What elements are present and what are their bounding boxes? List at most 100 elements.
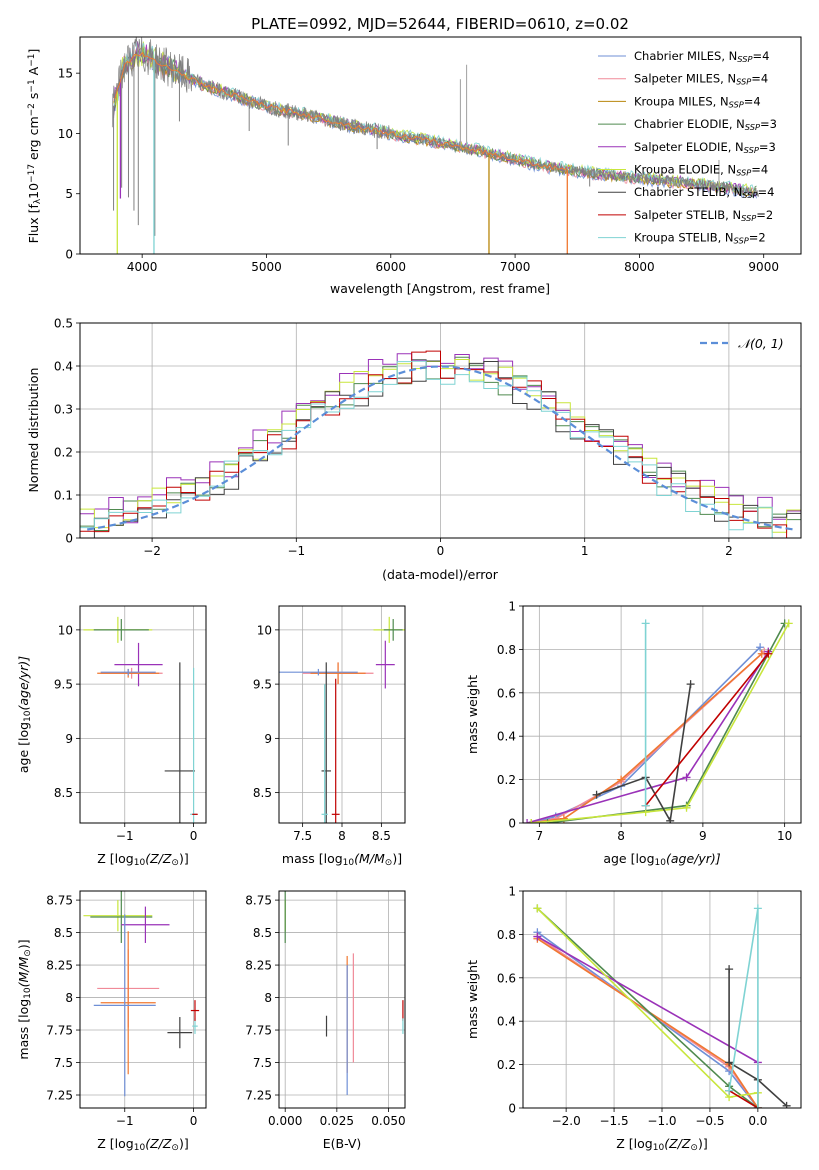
mass_vs_Z-chart-ytick-label: 8.75 bbox=[46, 894, 73, 908]
legend-label-part: =4 bbox=[752, 49, 769, 63]
mass_vs_ebv-chart-xtick-label: 0.050 bbox=[371, 1114, 405, 1128]
weight_vs_Z-x-axis-label-part: Z [log bbox=[616, 1136, 652, 1151]
weight-series-line bbox=[728, 1089, 759, 1108]
mass_vs_ebv-chart: 0.000 0.025 0.050 7.25 7.5 7.75 8 8.25 8.5 8.75 bbox=[245, 890, 406, 1128]
spectrum-x-axis-label: wavelength [Angstrom, rest frame] bbox=[330, 281, 550, 296]
residual-histogram-xtick-label: 1 bbox=[581, 544, 589, 558]
residual-histogram-ytick-label: 0 bbox=[65, 532, 73, 546]
weight_vs_age-y-axis-label: mass weight bbox=[465, 675, 480, 754]
mass_vs_Z-y-axis-label-part: mass [log bbox=[16, 999, 31, 1060]
weight-point-marker bbox=[543, 819, 552, 823]
legend-label-part: Salpeter STELIB, N bbox=[634, 208, 741, 222]
residual-histogram-xtick-label: −2 bbox=[143, 544, 161, 558]
legend-label: Kroupa STELIB, NSSP=2 bbox=[634, 231, 766, 246]
legend-label-part: SSP bbox=[734, 236, 749, 246]
legend-label-part: SSP bbox=[736, 168, 751, 178]
mass_vs_ebv-chart-ytick-label: 8 bbox=[264, 991, 272, 1005]
weight_vs_Z-x-axis-label-part: (Z/Z bbox=[664, 1136, 691, 1151]
spectrum-chart-xtick-label: 7000 bbox=[500, 260, 531, 274]
age_vs_mass-x-axis-label-part: 10 bbox=[343, 858, 355, 868]
mass_vs_ebv-chart-ytick-label: 7.25 bbox=[245, 1089, 272, 1103]
spectrum-chart-frame bbox=[79, 36, 802, 255]
mass_vs_Z-x-axis-label-part: Z [log bbox=[97, 1136, 133, 1151]
mass_vs_Z-chart-plot-area bbox=[83, 891, 200, 1097]
mass_vs_ebv-x-axis-label: E(B-V) bbox=[323, 1136, 362, 1151]
mass_vs_Z-chart-ytick-label: 8 bbox=[65, 991, 73, 1005]
weight_vs_age-chart-frame bbox=[522, 605, 802, 824]
age_vs_Z-chart-xtick-label: 0 bbox=[190, 829, 198, 843]
mass_vs_ebv-chart-ytick-label: 7.75 bbox=[245, 1024, 272, 1038]
residual-histogram-ytick-label: 0.2 bbox=[54, 446, 73, 460]
age_vs_Z-chart-xtick-label: −1 bbox=[116, 829, 134, 843]
weight-point-marker bbox=[641, 801, 650, 810]
age_vs_mass-chart-xtick-label: 8.5 bbox=[372, 829, 391, 843]
weight_vs_Z-chart-ytick-label: 0.8 bbox=[497, 928, 516, 942]
model-spectrum-line bbox=[113, 41, 757, 196]
age_vs_Z-x-axis-label: Z [log10(Z/Z⊙)] bbox=[97, 851, 188, 868]
residual-histogram-xtick-label: 2 bbox=[725, 544, 733, 558]
spectrum-y-axis-label-part: ] bbox=[26, 49, 41, 54]
age_vs_mass-chart-xtick-label: 8 bbox=[338, 829, 346, 843]
spectrum-chart-ytick-label: 0 bbox=[65, 248, 73, 262]
weight_vs_Z-chart-xtick-label: −1.0 bbox=[647, 1114, 676, 1128]
weight_vs_age-x-axis-label: age [log10(age/yr)] bbox=[603, 851, 720, 868]
age_vs_mass-x-axis-label: mass [log10(M/M⊙)] bbox=[282, 851, 402, 868]
age_vs_mass-chart-ytick-label: 9.5 bbox=[253, 678, 272, 692]
age_vs_mass-x-axis-label-part: mass [log bbox=[282, 851, 343, 866]
weight_vs_age-chart-ytick-label: 0.8 bbox=[497, 643, 516, 657]
legend-label-part: =3 bbox=[759, 140, 776, 154]
weight-point-marker bbox=[784, 619, 793, 628]
weight_vs_age-chart-ytick-label: 1 bbox=[508, 600, 516, 614]
age_vs_mass-chart: 7.5 8 8.5 8.5 9 9.5 10 bbox=[253, 605, 406, 843]
weight_vs_age-chart-ytick-label: 0.4 bbox=[497, 730, 516, 744]
weight-point-marker bbox=[682, 773, 691, 782]
age_vs_Z-x-axis-label-part: Z [log bbox=[97, 851, 133, 866]
mass_vs_Z-chart: −1 0 7.25 7.5 7.75 8 8.25 8.5 8.75 bbox=[46, 890, 207, 1128]
age_vs_Z-y-axis-label-part: (age/yr)] bbox=[16, 656, 31, 711]
age_vs_mass-x-axis-label-part: (M/M bbox=[354, 851, 385, 866]
weight-point-marker bbox=[527, 819, 536, 823]
weight-point-marker bbox=[753, 904, 762, 913]
weight_vs_age-chart-ytick-label: 0.6 bbox=[497, 686, 516, 700]
legend-label-part: Kroupa MILES, N bbox=[634, 94, 729, 108]
legend-label-part: SSP bbox=[736, 77, 751, 87]
histogram-series-step bbox=[80, 360, 801, 538]
legend-label: Salpeter ELODIE, NSSP=3 bbox=[634, 140, 776, 155]
weight_vs_Z-chart-ytick-label: 0.2 bbox=[497, 1058, 516, 1072]
mass_vs_ebv-chart-ytick-label: 7.5 bbox=[253, 1056, 272, 1070]
residual-histogram-ytick-label: 0.4 bbox=[54, 360, 73, 374]
weight_vs_age-x-axis-label-part: age [log bbox=[603, 851, 654, 866]
spectrum-chart-plot-area bbox=[111, 37, 760, 254]
age_vs_Z-x-axis-label-part: )] bbox=[179, 851, 189, 866]
spectrum-y-axis-label-part: A bbox=[26, 66, 41, 79]
weight_vs_Z-x-axis-label-part: 10 bbox=[653, 1143, 665, 1153]
mass_vs_Z-chart-ytick-label: 7.5 bbox=[54, 1056, 73, 1070]
mass_vs_Z-x-axis-label-part: 10 bbox=[134, 1143, 146, 1153]
age_vs_mass-chart-ytick-label: 8.5 bbox=[253, 786, 272, 800]
mass_vs_ebv-chart-xtick-label: 0.025 bbox=[320, 1114, 354, 1128]
weight-point-marker bbox=[764, 649, 773, 658]
spectrum-y-axis-label-part: −17 bbox=[27, 164, 37, 183]
mass_vs_Z-chart-ytick-label: 8.25 bbox=[46, 959, 73, 973]
residual-histogram-xtick-label: 0 bbox=[437, 544, 445, 558]
mass_vs_Z-x-axis-label-part: ⊙ bbox=[171, 1143, 179, 1153]
age_vs_mass-x-axis-label-part: )] bbox=[392, 851, 402, 866]
age_vs_Z-chart-ytick-label: 8.5 bbox=[54, 786, 73, 800]
mass_vs_ebv-chart-ytick-label: 8.25 bbox=[245, 959, 272, 973]
weight-point-marker bbox=[533, 904, 542, 913]
age_vs_Z-y-axis-label-part: 10 bbox=[23, 710, 33, 722]
mass_vs_ebv-chart-plot-area bbox=[284, 891, 404, 1096]
age_vs_Z-x-axis-label-part: 10 bbox=[134, 858, 146, 868]
weight_vs_age-x-axis-label-part: (age/yr)] bbox=[666, 851, 721, 866]
histogram-series-step bbox=[80, 350, 801, 538]
weight-point-marker bbox=[725, 1058, 734, 1067]
weight-point-marker bbox=[753, 1104, 762, 1108]
spectrum-y-axis-label-part: λ bbox=[33, 198, 43, 204]
mass_vs_Z-y-axis-label-part: (M/M bbox=[16, 957, 31, 988]
weight-point-marker bbox=[686, 680, 695, 689]
age_vs_Z-y-axis-label: age [log10(age/yr)] bbox=[16, 656, 33, 773]
legend-label-part: SSP bbox=[745, 122, 760, 132]
spectrum-chart-ytick-label: 10 bbox=[58, 127, 73, 141]
mass_vs_Z-chart-xtick-label: −1 bbox=[116, 1114, 134, 1128]
